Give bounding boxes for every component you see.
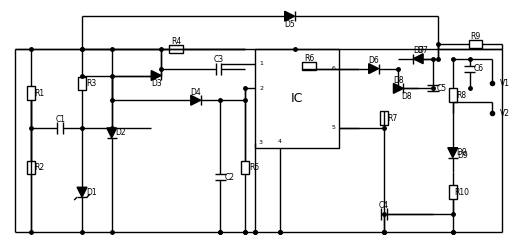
Text: 1: 1 (259, 61, 263, 66)
Text: D2: D2 (116, 128, 126, 137)
Bar (255, 49, 339, 148)
Text: C6: C6 (473, 64, 483, 73)
Bar (78, 77, 86, 90)
Text: C1: C1 (55, 114, 65, 123)
Text: R3: R3 (86, 79, 96, 88)
Polygon shape (394, 83, 404, 93)
Bar (169, 45, 183, 53)
Text: 5: 5 (331, 125, 335, 130)
Text: R4: R4 (171, 37, 181, 46)
Bar (27, 161, 35, 174)
Bar (449, 88, 457, 102)
Text: D4: D4 (190, 88, 201, 97)
Text: 6: 6 (331, 66, 335, 71)
Text: D5: D5 (284, 20, 295, 29)
Polygon shape (77, 187, 87, 197)
Text: V1: V1 (500, 79, 510, 88)
Bar (469, 40, 482, 48)
Polygon shape (285, 11, 295, 21)
Text: IC: IC (291, 92, 303, 105)
Text: 2: 2 (259, 86, 263, 91)
Text: R9: R9 (470, 33, 481, 42)
Bar (241, 161, 249, 174)
Bar (380, 111, 387, 125)
Text: R7: R7 (387, 113, 398, 122)
Text: C2: C2 (224, 173, 234, 182)
Text: D7: D7 (413, 46, 424, 55)
Bar (27, 87, 35, 100)
Polygon shape (107, 128, 117, 138)
Text: R6: R6 (304, 54, 314, 63)
Text: D8: D8 (393, 76, 404, 85)
Text: D9: D9 (456, 148, 467, 157)
Text: 3: 3 (259, 140, 263, 145)
Polygon shape (369, 64, 379, 74)
Text: R10: R10 (454, 188, 469, 197)
Text: C3: C3 (213, 55, 224, 64)
Polygon shape (191, 95, 200, 105)
Bar (303, 62, 316, 69)
Text: D8: D8 (401, 92, 412, 101)
Text: R2: R2 (35, 163, 45, 172)
Text: D6: D6 (368, 56, 379, 65)
Text: C4: C4 (379, 200, 388, 209)
Text: R5: R5 (249, 163, 259, 172)
Text: R8: R8 (456, 91, 467, 100)
Polygon shape (448, 148, 458, 157)
Text: 4: 4 (278, 139, 282, 144)
Text: R1: R1 (35, 89, 45, 98)
Polygon shape (151, 70, 161, 80)
Polygon shape (413, 54, 423, 64)
Text: D7: D7 (418, 46, 428, 55)
Text: V2: V2 (500, 109, 510, 118)
Text: C5: C5 (437, 84, 447, 93)
Text: D9: D9 (457, 151, 468, 160)
Text: D1: D1 (87, 188, 97, 197)
Bar (449, 185, 457, 199)
Text: D3: D3 (151, 79, 162, 88)
